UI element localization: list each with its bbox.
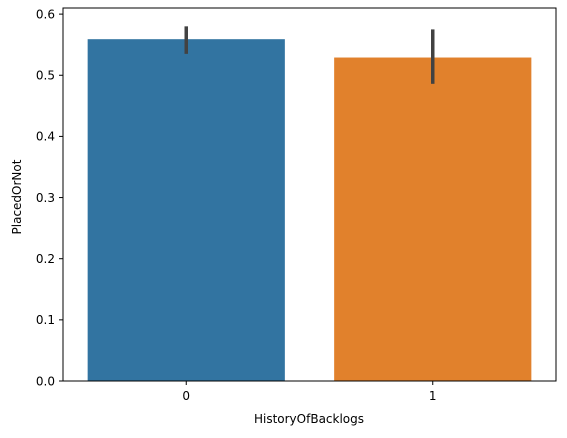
x-tick-label-0: 0	[182, 389, 190, 403]
y-tick-label: 0.5	[36, 69, 55, 83]
axes-layer	[62, 7, 557, 382]
bar-1	[334, 57, 532, 381]
y-tick-label: 0.4	[36, 130, 55, 144]
x-axis-label: HistoryOfBacklogs	[254, 412, 364, 426]
y-tick-label: 0.2	[36, 252, 55, 266]
ticks-layer: 0 1 0.0 0.1 0.2 0.3 0.4 0.5 0.6	[36, 7, 437, 403]
y-tick-label: 0.6	[36, 7, 55, 21]
bars-layer	[87, 39, 532, 382]
y-axis-label: PlacedOrNot	[10, 159, 24, 234]
axes-frame	[62, 7, 557, 382]
y-tick-label: 0.3	[36, 191, 55, 205]
error-bars-layer	[184, 26, 435, 84]
bar-0	[87, 39, 285, 382]
y-tick-label: 0.0	[36, 374, 55, 388]
x-tick-label-1: 1	[429, 389, 437, 403]
y-tick-label: 0.1	[36, 313, 55, 327]
